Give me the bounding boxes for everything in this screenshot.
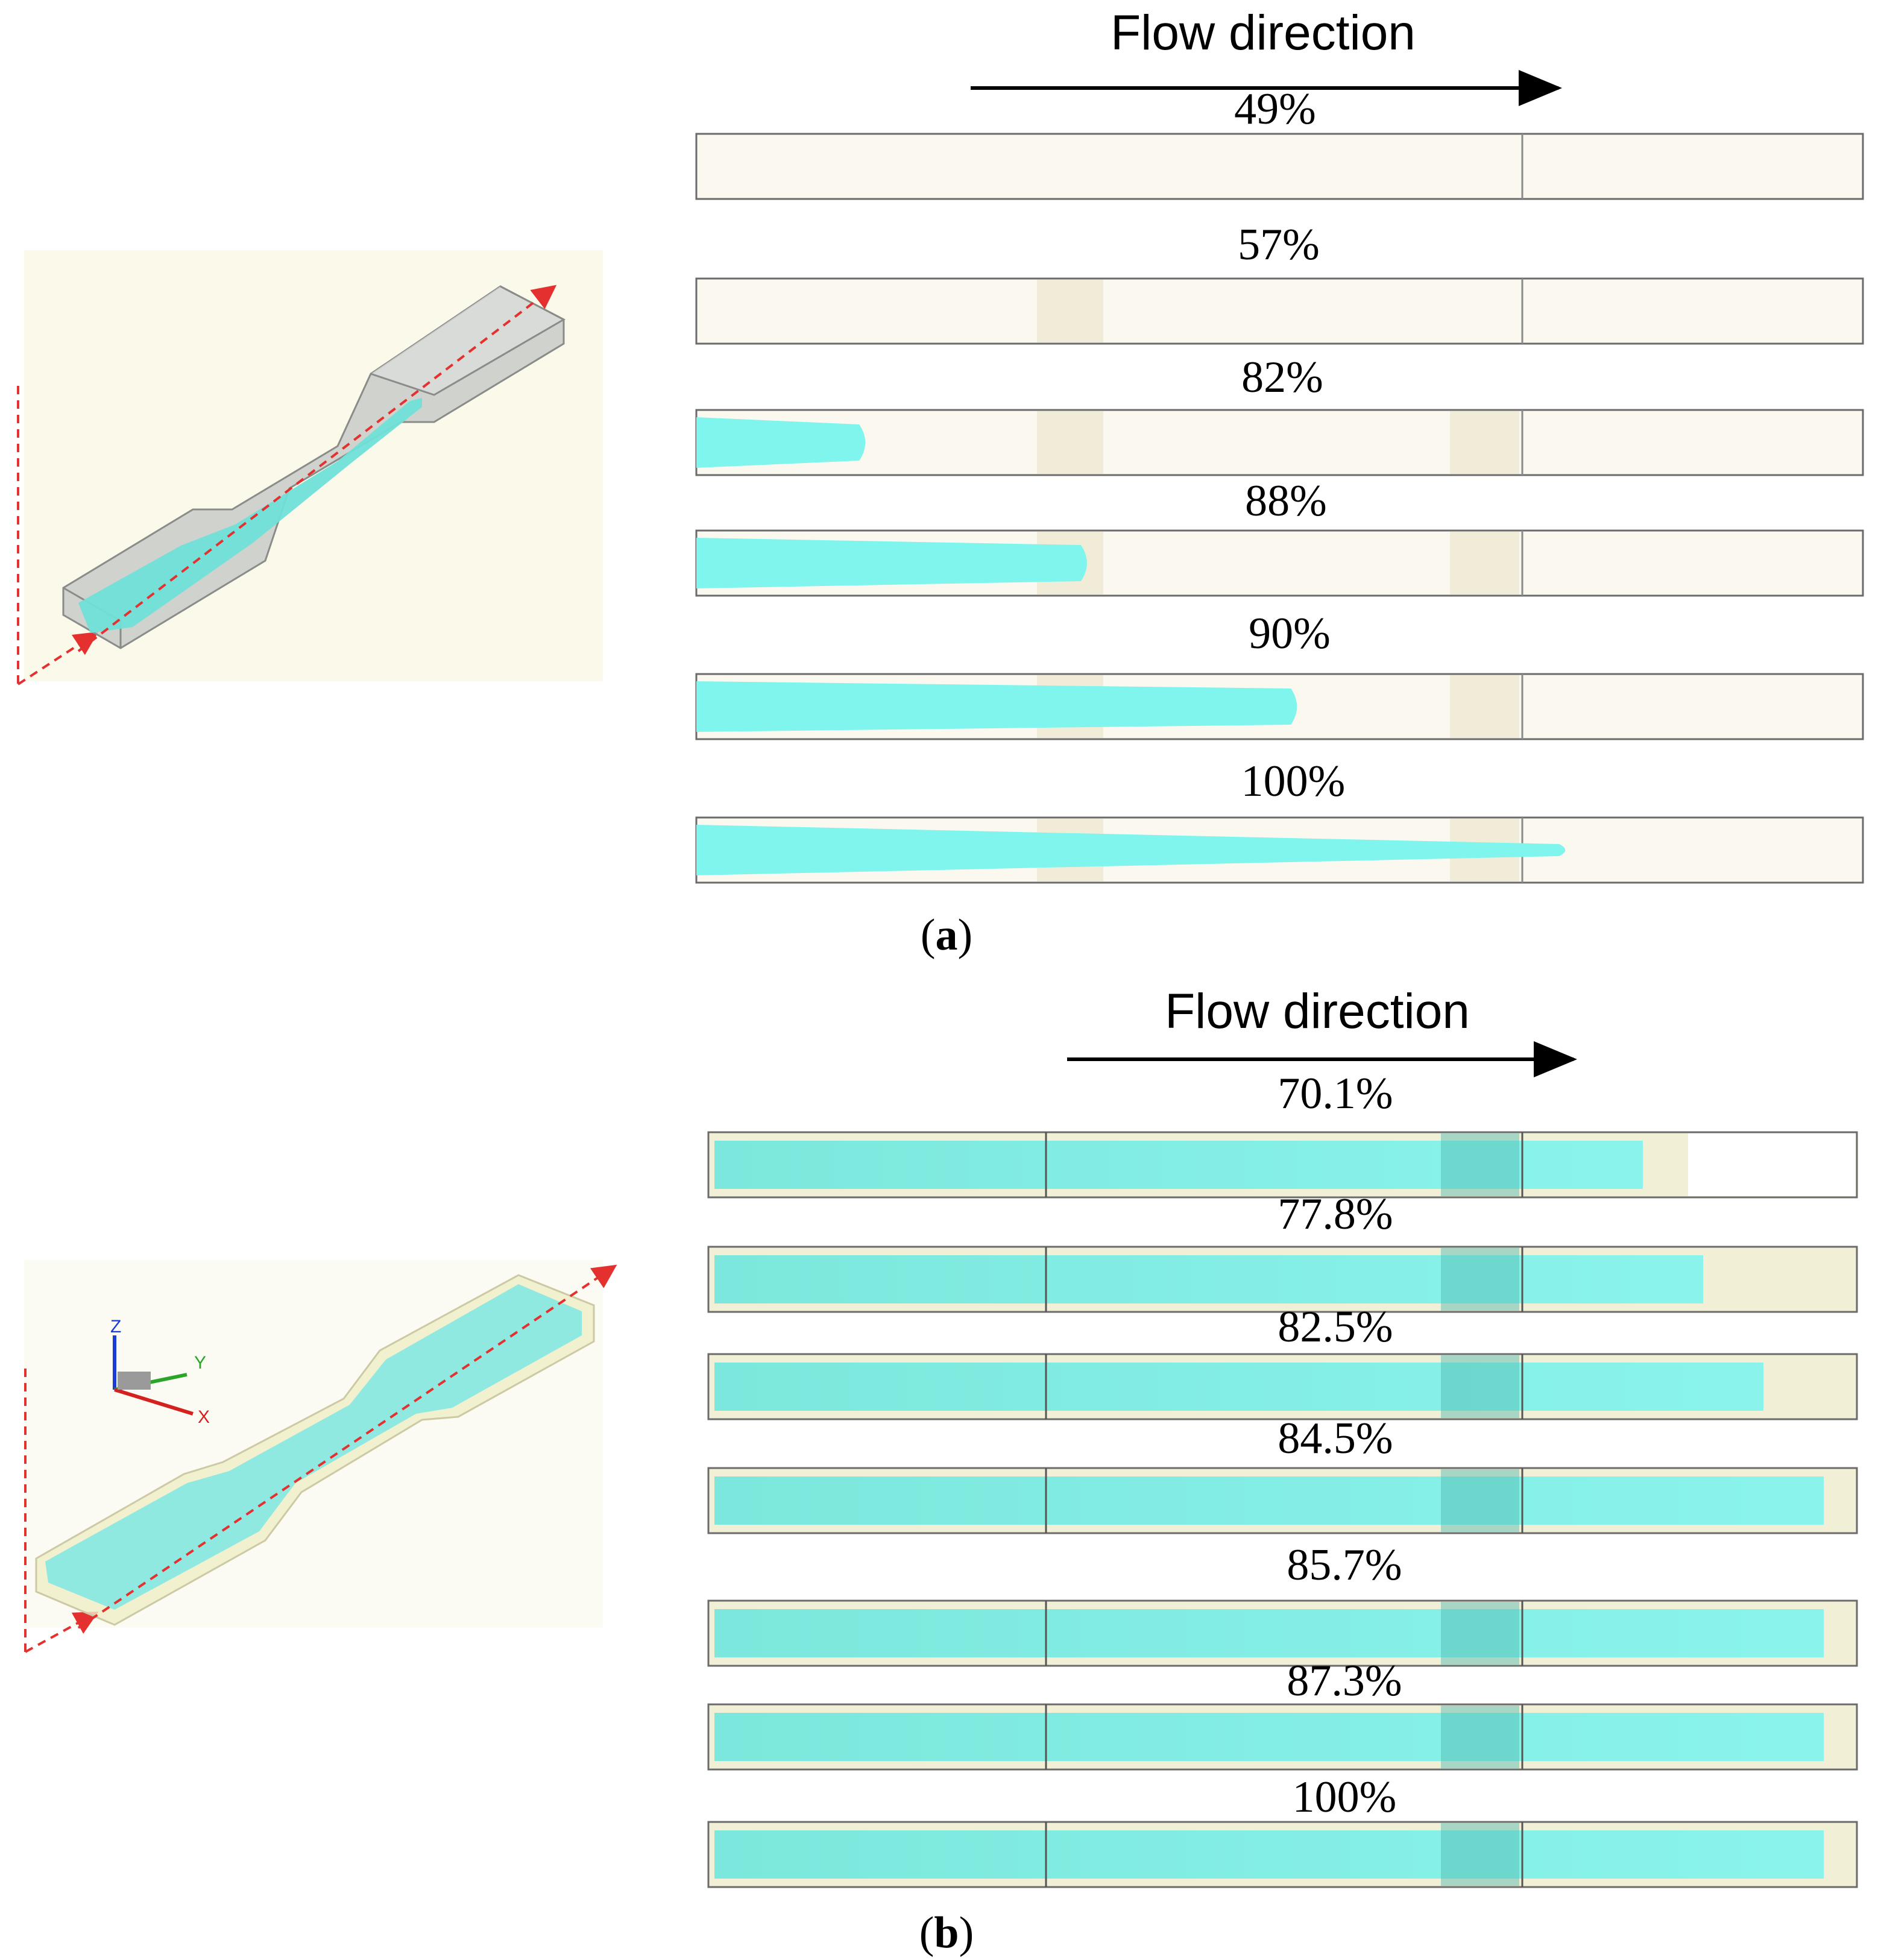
panel-b-strip-4: 85.7% xyxy=(707,1540,1858,1667)
melt-front xyxy=(696,825,1566,875)
fill-percentage-label: 90% xyxy=(1249,609,1331,658)
panel-b-strips: 70.1% 77.8% 82.5% 84.5% 85.7% 87.3% 100% xyxy=(707,1069,1858,1888)
panel-b-strip-3: 84.5% xyxy=(707,1414,1858,1534)
strip-outline xyxy=(695,133,1864,200)
melt-front xyxy=(696,417,866,468)
panel-b-label: (b) xyxy=(919,1908,974,1958)
fill-percentage-label: 88% xyxy=(1245,476,1327,526)
panel-b-strip-1: 77.8% xyxy=(707,1190,1858,1313)
melt-front xyxy=(696,681,1297,732)
x-axis-line xyxy=(114,1388,194,1416)
melt-body xyxy=(714,1255,1703,1303)
fill-percentage-label: 70.1% xyxy=(1278,1069,1393,1118)
melt-front xyxy=(696,538,1087,588)
fill-percentage-label: 82% xyxy=(1241,353,1323,402)
fill-percentage-label: 77.8% xyxy=(1278,1190,1393,1239)
panel-a-strip-2: 82% xyxy=(695,353,1864,476)
panel-a-melt-illustration xyxy=(78,398,422,633)
panel-b-strip-5: 87.3% xyxy=(707,1656,1858,1771)
panel-a-strip-4: 90% xyxy=(695,609,1864,740)
strip-outline xyxy=(695,409,1864,476)
gauge-shade-right xyxy=(1450,675,1519,738)
panel-b: Z Y X Flow direction 70.1% 77.8% 82.5% 84.5… xyxy=(24,984,1858,1958)
fill-percentage-label: 84.5% xyxy=(1278,1414,1393,1463)
axis-cube xyxy=(118,1372,151,1390)
fill-percentage-label: 82.5% xyxy=(1278,1302,1393,1352)
gauge-dark-band xyxy=(1441,1602,1519,1665)
gauge-shade-right xyxy=(1450,411,1519,474)
gauge-dark-band xyxy=(1441,1133,1519,1196)
panel-a-strips: 49% 57% 82% 88% 90% 100% xyxy=(695,84,1864,884)
fill-percentage-label: 57% xyxy=(1238,220,1320,269)
fill-percentage-label: 100% xyxy=(1241,757,1346,806)
gauge-dark-band xyxy=(1441,1469,1519,1532)
panel-b-label-close: ) xyxy=(959,1908,974,1958)
melt-body xyxy=(714,1363,1763,1411)
panel-a-label-close: ) xyxy=(958,910,973,960)
panel-a-strip-5: 100% xyxy=(695,757,1864,884)
reference-arrow-diagonal xyxy=(77,285,557,652)
panel-a-strip-0: 49% xyxy=(695,84,1864,200)
fill-percentage-label: 100% xyxy=(1293,1773,1397,1822)
gauge-shade-left xyxy=(1037,280,1103,342)
z-axis-label: Z xyxy=(110,1317,121,1337)
panel-b-reference-arrow-diagonal xyxy=(77,1264,617,1629)
fill-percentage-label: 85.7% xyxy=(1287,1540,1402,1590)
panel-a-label-letter: a xyxy=(936,910,958,960)
panel-b-label-open: ( xyxy=(919,1908,934,1958)
panel-a-label-open: ( xyxy=(921,910,936,960)
panel-b-melt-illustration xyxy=(45,1284,582,1610)
fill-percentage-label: 49% xyxy=(1234,84,1316,134)
panel-b-part-illustration: Z Y X xyxy=(24,1260,617,1653)
gauge-shade-left xyxy=(1037,411,1103,474)
panel-b-label-letter: b xyxy=(934,1908,959,1958)
panel-b-strip-2: 82.5% xyxy=(707,1302,1858,1420)
strip-outline xyxy=(695,277,1864,345)
reference-arrow-lower xyxy=(17,631,99,685)
gauge-dark-band xyxy=(1441,1823,1519,1886)
panel-a-flow-direction-label: Flow direction xyxy=(1111,5,1416,60)
panel-b-strip-0: 70.1% xyxy=(707,1069,1858,1199)
y-axis-label: Y xyxy=(194,1353,206,1373)
panel-a-part-illustration xyxy=(17,250,603,685)
panel-a-strip-1: 57% xyxy=(695,220,1864,345)
unfilled-tail xyxy=(1688,1133,1856,1196)
melt-body xyxy=(714,1609,1824,1657)
panel-a: Flow direction 49% 57% 82% 88% 90% 100% (a) xyxy=(17,5,1864,960)
gauge-dark-band xyxy=(1441,1355,1519,1418)
melt-body xyxy=(714,1476,1824,1525)
melt-body xyxy=(714,1713,1824,1761)
axis-triad: Z Y X xyxy=(110,1317,210,1427)
melt-body xyxy=(714,1141,1643,1189)
melt-body xyxy=(714,1830,1824,1879)
panel-a-label: (a) xyxy=(921,910,972,960)
x-axis-label: X xyxy=(198,1407,210,1427)
panel-b-strip-6: 100% xyxy=(707,1773,1858,1888)
fill-percentage-label: 87.3% xyxy=(1287,1656,1402,1706)
gauge-shade-right xyxy=(1450,532,1519,594)
gauge-dark-band xyxy=(1441,1706,1519,1768)
panel-b-flow-direction-label: Flow direction xyxy=(1165,984,1470,1039)
gauge-dark-band xyxy=(1441,1248,1519,1311)
panel-a-strip-3: 88% xyxy=(695,476,1864,597)
